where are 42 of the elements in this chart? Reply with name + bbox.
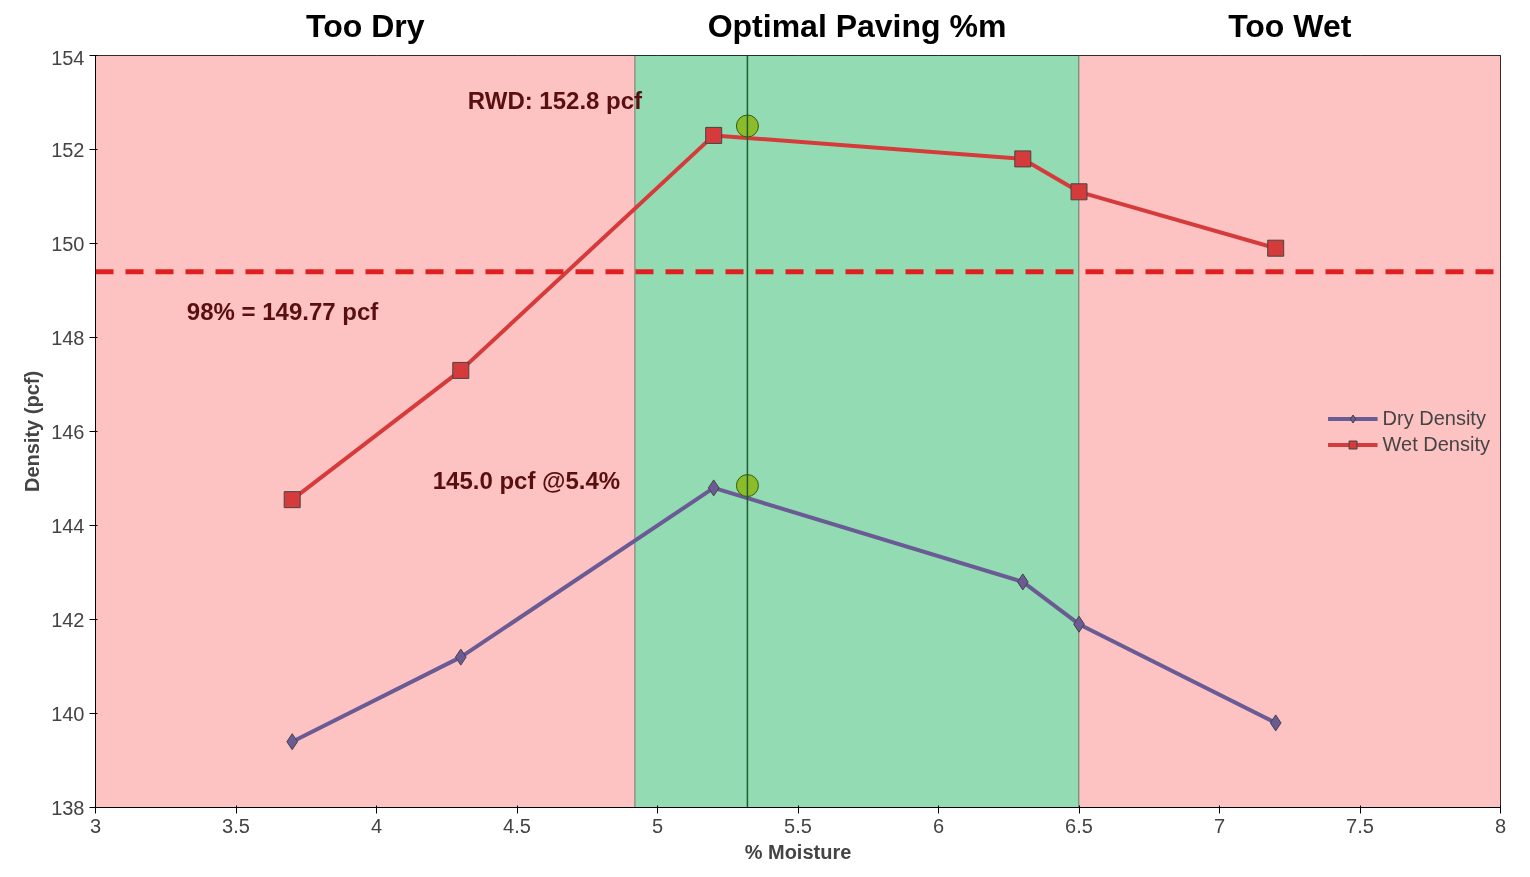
y-tick-label: 154 (51, 46, 85, 69)
x-tick-label: 4.5 (503, 814, 531, 837)
point (1016, 573, 1029, 591)
x-tick-label: 5 (651, 814, 664, 837)
y-tick-label: 144 (51, 514, 85, 537)
band-label: Too Dry (306, 7, 425, 44)
point (286, 733, 299, 751)
x-tick-label: 6.5 (1065, 814, 1093, 837)
point (705, 126, 723, 144)
point (454, 648, 467, 666)
y-tick-label: 150 (51, 232, 85, 255)
x-axis-title: % Moisture (744, 840, 852, 863)
point (283, 491, 301, 509)
band-label: Too Wet (1228, 7, 1352, 44)
y-tick-label: 142 (51, 608, 85, 631)
y-tick-label: 146 (51, 420, 85, 443)
x-tick-label: 3.5 (222, 814, 250, 837)
y-axis-title: Density (pcf) (21, 370, 44, 493)
point (707, 479, 720, 497)
x-tick-label: 3 (89, 814, 102, 837)
legend-label: Dry Density (1382, 406, 1486, 430)
x-tick-label: 8 (1494, 814, 1507, 837)
point (452, 361, 470, 379)
x-tick-label: 4 (370, 814, 383, 837)
point (1014, 150, 1032, 168)
x-tick-label: 6 (932, 814, 945, 837)
x-tick-label: 7.5 (1346, 814, 1374, 837)
point (1269, 714, 1282, 732)
annotation: 98% = 149.77 pcf (186, 297, 380, 325)
point (1070, 183, 1088, 201)
annotation: 145.0 pcf @5.4% (432, 466, 621, 494)
point (735, 114, 759, 138)
point (1267, 239, 1285, 257)
point (735, 474, 759, 498)
x-tick-label: 7 (1213, 814, 1226, 837)
y-tick-label: 140 (51, 702, 85, 725)
y-tick-label: 138 (51, 796, 85, 819)
legend-label: Wet Density (1382, 432, 1490, 456)
y-tick-label: 148 (51, 326, 85, 349)
band-label: Optimal Paving %m (707, 7, 1007, 44)
x-tick-label: 5.5 (784, 814, 812, 837)
y-tick-label: 152 (51, 138, 85, 161)
